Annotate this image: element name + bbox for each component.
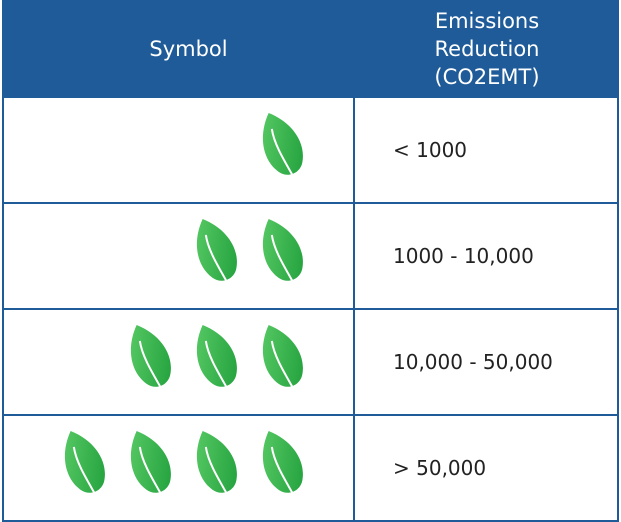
- value-cell: 1000 - 10,000: [393, 244, 534, 268]
- leaf-icon: [193, 212, 243, 300]
- header-cell: Symbol: [149, 37, 228, 61]
- symbol-cell: [4, 98, 355, 202]
- leaf-icon: [127, 424, 177, 512]
- header: Symbol Emissions Reduction (CO2EMT): [2, 0, 619, 98]
- header-cell: Emissions Reduction (CO2EMT): [434, 9, 540, 89]
- leaf-icon: [259, 318, 309, 406]
- leaf-icon: [259, 212, 309, 300]
- symbol-cell: [4, 416, 355, 520]
- leaf-icon: [259, 424, 309, 512]
- value-cell: > 50,000: [393, 456, 487, 480]
- symbol-cell: [4, 310, 355, 414]
- row: > 50,000: [2, 416, 619, 522]
- value-cell: 10,000 - 50,000: [393, 350, 553, 374]
- leaf-icon: [259, 106, 309, 194]
- symbol-cell: [4, 204, 355, 308]
- value-cell: < 1000: [393, 138, 468, 162]
- row: 10,000 - 50,000: [2, 310, 619, 416]
- leaf-icon: [127, 318, 177, 406]
- leaf-icon: [61, 424, 111, 512]
- leaf-icon: [193, 424, 243, 512]
- row: < 1000: [2, 98, 619, 204]
- leaf-icon: [193, 318, 243, 406]
- row: 1000 - 10,000: [2, 204, 619, 310]
